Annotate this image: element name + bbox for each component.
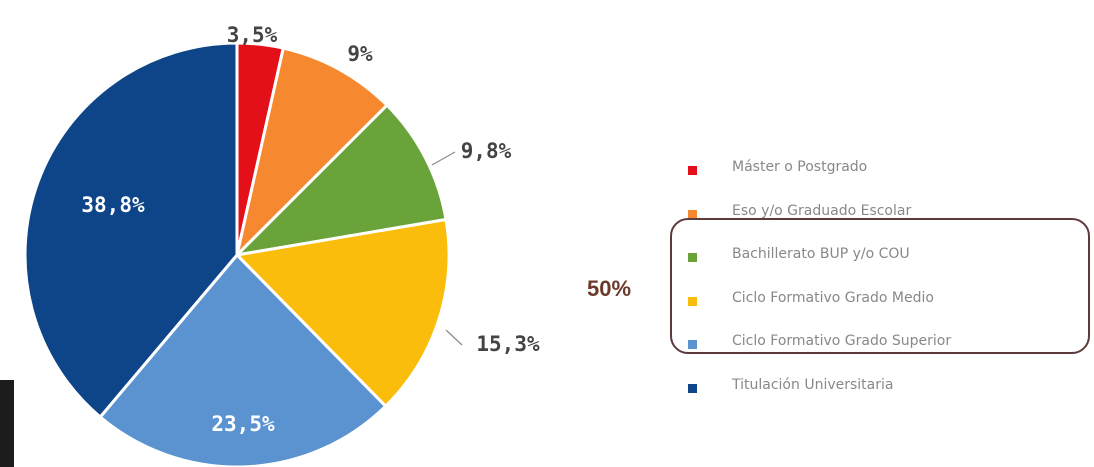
legend-swatch-grado-medio <box>688 296 697 306</box>
legend-label-master: Máster o Postgrado <box>732 159 868 175</box>
leader-line-bachillerato <box>431 151 456 166</box>
legend-label-eso: Eso y/o Graduado Escolar <box>732 202 912 219</box>
legend-label-universitaria: Titulación Universitaria <box>732 376 894 393</box>
legend-label-grado-superior: Ciclo Formativo Grado Superior <box>732 333 952 349</box>
pie-slice-bachillerato <box>232 103 448 258</box>
data-label-eso: 9% <box>347 42 373 66</box>
legend-swatch-eso <box>688 209 697 219</box>
pie-slice-grado-medio <box>233 217 451 409</box>
data-label-grado-superior: 23,5% <box>211 412 275 436</box>
legend-label-grado-medio: Ciclo Formativo Grado Medio <box>732 289 934 306</box>
pie-slice-universitaria <box>23 41 239 420</box>
legend-swatch-bachillerato <box>688 253 697 262</box>
leader-line-grado-medio <box>445 329 463 346</box>
legend-swatch-master <box>688 166 697 175</box>
data-label-bachillerato: 9,8% <box>461 139 512 163</box>
data-label-universitaria: 38,8% <box>81 193 145 217</box>
legend-swatch-universitaria <box>688 383 697 393</box>
data-label-master: 3,5% <box>227 23 278 47</box>
group-percentage-label: 50% <box>587 276 632 301</box>
pie-slice-eso <box>234 46 390 260</box>
group-highlight-box <box>670 218 1090 354</box>
legend-swatch-grado-superior <box>688 340 697 349</box>
data-label-grado-medio: 15,3% <box>476 332 540 356</box>
dark-corner-block <box>0 380 14 467</box>
legend-label-bachillerato: Bachillerato BUP y/o COU <box>732 246 910 262</box>
